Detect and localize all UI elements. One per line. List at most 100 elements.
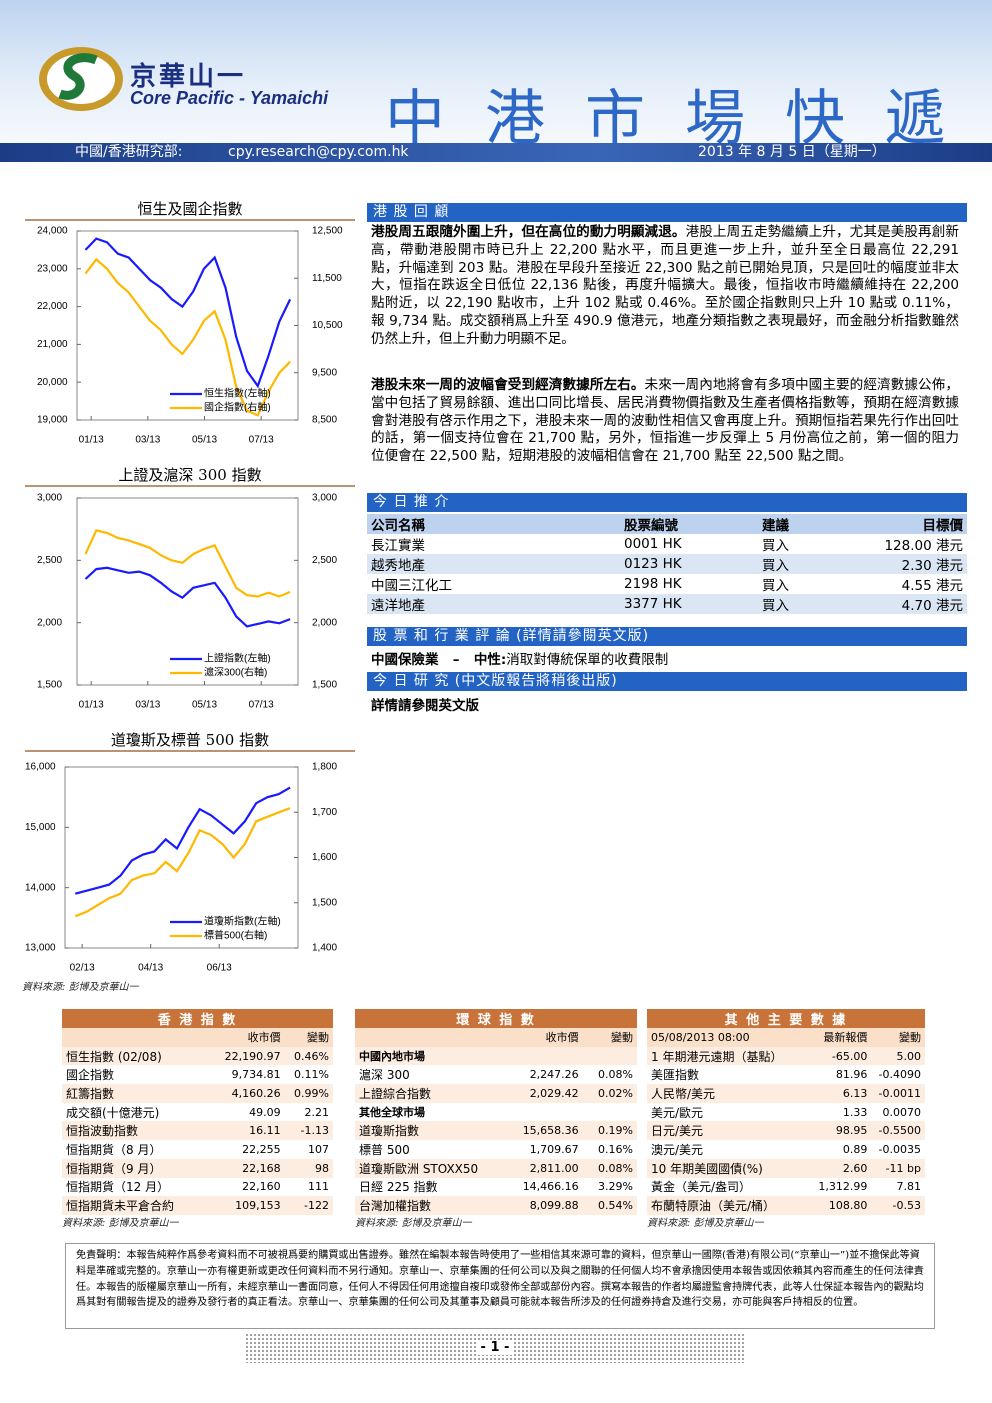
pick-cell: 3377 HK bbox=[624, 596, 682, 612]
table-row: 人民幣/美元 6.13 -0.0011 bbox=[647, 1084, 925, 1103]
table-cell: 0.19% bbox=[598, 1124, 633, 1138]
table-cell: -0.0035 bbox=[878, 1142, 921, 1156]
legend-label: 上證指數(左軸) bbox=[204, 652, 271, 665]
table-cell: -0.4090 bbox=[878, 1068, 921, 1082]
table-cell: -1.13 bbox=[300, 1124, 329, 1138]
y-tick-label: 20,000 bbox=[37, 377, 68, 388]
table-cell: 22,190.97 bbox=[224, 1049, 281, 1063]
table-cell: 紅籌指數 bbox=[66, 1086, 115, 1101]
table-row: 標普 500 1,709.67 0.16% bbox=[355, 1140, 637, 1159]
table-cell: 6.13 bbox=[842, 1086, 868, 1100]
table-cell: 22,168 bbox=[242, 1161, 281, 1175]
research-text: 詳情請參閱英文版 bbox=[371, 698, 479, 714]
table-cell: 5.00 bbox=[896, 1049, 922, 1063]
table-cell: 49.09 bbox=[249, 1105, 281, 1119]
y-tick-label: 23,000 bbox=[37, 263, 68, 274]
table-cell: 81.96 bbox=[835, 1068, 868, 1082]
table-row: 道瓊斯歐洲 STOXX50 2,811.00 0.08% bbox=[355, 1158, 637, 1178]
table-cell: 0.16% bbox=[598, 1142, 633, 1156]
pick-row: 中國三江化工 2198 HK 買入 4.55 港元 bbox=[367, 574, 967, 594]
table-cell: 2,811.00 bbox=[529, 1161, 579, 1175]
y2-tick-label: 1,400 bbox=[312, 943, 337, 954]
pick-cell: 0001 HK bbox=[624, 536, 682, 552]
table-cell: 2,247.26 bbox=[529, 1068, 579, 1082]
table-cell: -0.0011 bbox=[878, 1086, 921, 1100]
pick-cell: 買入 bbox=[762, 538, 789, 554]
table-cell: 8,099.88 bbox=[529, 1199, 579, 1213]
series-line bbox=[84, 529, 291, 598]
y2-tick-label: 12,500 bbox=[312, 226, 343, 237]
y-tick-label: 19,000 bbox=[37, 415, 68, 426]
table-cell: 3.29% bbox=[598, 1180, 633, 1194]
table-row: 恒指期貨（8 月） 22,255 107 bbox=[62, 1140, 333, 1159]
table-cell: 0.89 bbox=[842, 1142, 868, 1156]
table-cell: -0.5500 bbox=[878, 1124, 921, 1138]
table-cell: 標普 500 bbox=[359, 1142, 410, 1157]
table-cell: 國企指數 bbox=[66, 1068, 115, 1083]
table-row: 美匯指數 81.96 -0.4090 bbox=[647, 1065, 925, 1085]
market-table: 香 港 指 數收市價 變動 恒生指數 (02/08) 22,190.97 0.46% 國企… bbox=[62, 1009, 333, 1215]
table-cell: 恒指期貨（8 月） bbox=[66, 1142, 162, 1157]
table-cell: 上證綜合指數 bbox=[359, 1086, 432, 1101]
table-cell: 0.08% bbox=[598, 1068, 633, 1082]
table-cell: 恒生指數 (02/08) bbox=[66, 1049, 162, 1064]
x-tick-label: 07/13 bbox=[249, 700, 274, 711]
group-label: 中國內地市場 bbox=[359, 1050, 425, 1064]
column-header: 變動 bbox=[307, 1031, 329, 1045]
blank-cell bbox=[62, 1028, 206, 1047]
commentary-text: 消取對傳統保單的收費限制 bbox=[506, 652, 669, 668]
pick-cell: 越秀地產 bbox=[371, 558, 425, 574]
table-cell: 布蘭特原油（美元/桶） bbox=[651, 1199, 776, 1214]
pick-row: 越秀地產 0123 HK 買入 2.30 港元 bbox=[367, 554, 967, 574]
table-row: 美元/歐元 1.33 0.0070 bbox=[647, 1102, 925, 1122]
source-note: 資料來源: 彭博及京華山一 bbox=[647, 1218, 764, 1229]
table-cell: 成交額(十億港元) bbox=[66, 1105, 160, 1120]
logo-english: Core Pacific - Yamaichi bbox=[130, 88, 329, 108]
table-cell: -122 bbox=[304, 1199, 329, 1213]
table-cell: 滬深 300 bbox=[359, 1068, 410, 1083]
column-header: 最新報價 bbox=[823, 1031, 868, 1045]
table-row: 國企指數 9,734.81 0.11% bbox=[62, 1065, 333, 1085]
table-cell: 109,153 bbox=[235, 1199, 281, 1213]
legend-label: 國企指數(右軸) bbox=[204, 401, 271, 414]
table-cell: 0.54% bbox=[598, 1199, 633, 1213]
table-cell: 0.08% bbox=[598, 1161, 633, 1175]
logo-s bbox=[58, 53, 98, 100]
paragraph: 港股周五跟隨外圍上升，但在高位的動力明顯減退。港股上周五走勢繼續上升，尤其是美股… bbox=[371, 224, 959, 349]
table-row: 黃金（美元/盎司） 1,312.99 7.81 bbox=[647, 1177, 925, 1197]
x-tick-label: 07/13 bbox=[249, 435, 274, 446]
table-cell: -11 bp bbox=[885, 1161, 921, 1175]
header-row: 公司名稱 股票編號 建議 目標價 bbox=[367, 514, 967, 534]
table-cell: 0.02% bbox=[598, 1086, 633, 1100]
table-row: 滬深 300 2,247.26 0.08% bbox=[355, 1065, 637, 1085]
disclaimer: 免責聲明：本報告純粹作爲參考資料而不可被視爲要約購買或出售證券。雖然在編製本報告… bbox=[65, 1243, 935, 1329]
table-cell: 98.95 bbox=[835, 1124, 868, 1138]
table-cell: 美匯指數 bbox=[651, 1068, 700, 1083]
table-cell: 14,466.16 bbox=[522, 1180, 579, 1194]
subheader-row: 收市價 變動 bbox=[62, 1028, 333, 1047]
column-header: 目標價 bbox=[922, 518, 964, 534]
table-cell: 日經 225 指數 bbox=[359, 1180, 438, 1195]
x-tick-label: 01/13 bbox=[79, 435, 104, 446]
table-row: 恒指期貨（12 月） 22,160 111 bbox=[62, 1177, 333, 1197]
series-line bbox=[74, 807, 291, 918]
pick-cell: 4.70 港元 bbox=[901, 598, 963, 614]
section-heading: 港 股 回 顧 bbox=[367, 203, 967, 222]
section-heading: 今 日 研 究 (中文版報告將稍後出版) bbox=[367, 672, 967, 691]
section-heading: 股 票 和 行 業 評 論 (詳情請參閱英文版) bbox=[367, 627, 967, 646]
x-tick-label: 06/13 bbox=[207, 963, 232, 974]
plot-frame bbox=[64, 766, 299, 949]
y2-tick-label: 1,800 bbox=[312, 762, 337, 773]
pick-cell: 中國三江化工 bbox=[371, 578, 452, 594]
plot-frame bbox=[76, 230, 299, 421]
table-cell: 1.33 bbox=[842, 1105, 868, 1119]
y-tick-label: 15,000 bbox=[25, 822, 56, 833]
lead: 港股未來一周的波幅會受到經濟數據所左右。 bbox=[371, 377, 645, 393]
pick-cell: 2198 HK bbox=[624, 576, 682, 592]
table-row: 布蘭特原油（美元/桶） 108.80 -0.53 bbox=[647, 1196, 925, 1215]
title-row: 環 球 指 數 bbox=[355, 1009, 637, 1028]
pick-cell: 0123 HK bbox=[624, 556, 682, 572]
table-title: 環 球 指 數 bbox=[456, 1013, 536, 1028]
source-note: 資料來源: 彭博及京華山一 bbox=[62, 1218, 179, 1229]
pick-cell: 128.00 港元 bbox=[884, 538, 963, 554]
